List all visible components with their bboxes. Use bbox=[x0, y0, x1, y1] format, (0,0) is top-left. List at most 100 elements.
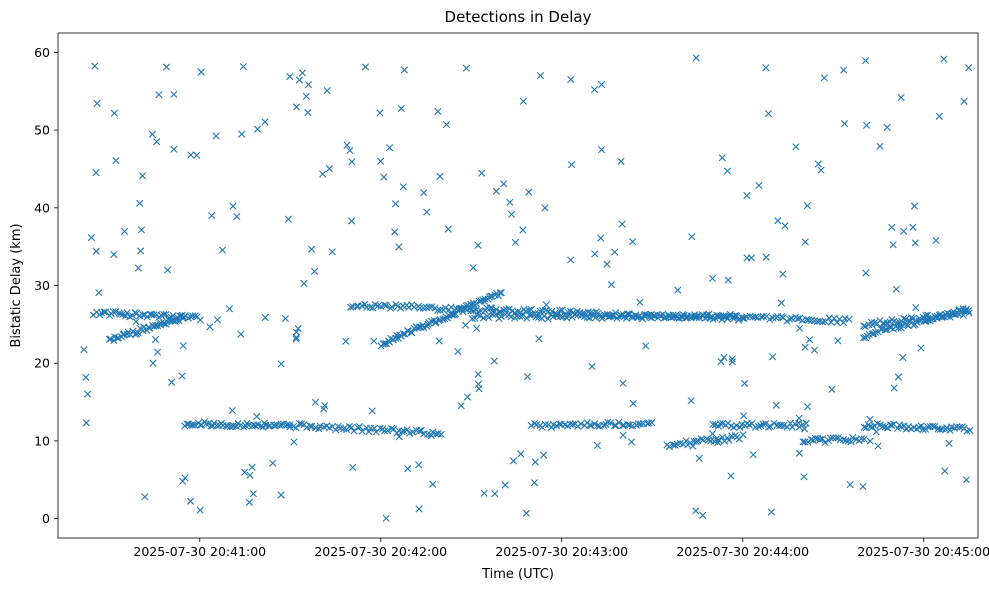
data-point bbox=[148, 130, 157, 138]
data-point bbox=[196, 421, 204, 429]
data-point bbox=[558, 306, 566, 314]
data-point bbox=[308, 245, 316, 253]
data-point bbox=[923, 311, 932, 319]
data-point bbox=[648, 419, 656, 427]
data-point bbox=[956, 423, 964, 431]
data-point bbox=[774, 217, 782, 225]
data-point bbox=[516, 312, 524, 320]
data-point bbox=[556, 306, 564, 315]
data-point bbox=[932, 236, 940, 245]
data-point bbox=[347, 303, 355, 311]
data-point bbox=[597, 80, 606, 89]
data-point bbox=[656, 311, 665, 320]
data-point bbox=[625, 311, 633, 319]
data-point bbox=[300, 279, 308, 288]
data-point bbox=[434, 107, 442, 115]
data-point bbox=[845, 315, 853, 323]
data-point bbox=[306, 422, 314, 430]
data-point bbox=[938, 313, 946, 322]
data-point bbox=[423, 208, 431, 216]
data-point bbox=[436, 172, 444, 180]
data-point bbox=[897, 93, 905, 102]
data-point bbox=[420, 189, 428, 197]
data-point bbox=[409, 428, 417, 436]
data-point bbox=[112, 157, 120, 165]
data-point bbox=[487, 292, 495, 300]
data-point bbox=[935, 112, 943, 120]
data-point bbox=[225, 305, 234, 313]
data-point bbox=[762, 64, 770, 72]
data-point bbox=[197, 68, 205, 76]
data-point bbox=[468, 315, 476, 323]
data-point bbox=[208, 212, 216, 220]
data-point bbox=[391, 200, 400, 208]
data-point bbox=[109, 307, 117, 316]
data-point bbox=[346, 146, 354, 155]
data-point bbox=[804, 403, 812, 411]
data-point bbox=[608, 312, 616, 320]
data-point bbox=[941, 467, 949, 475]
data-point bbox=[536, 307, 544, 315]
data-point bbox=[926, 315, 934, 323]
data-point bbox=[459, 307, 467, 316]
data-point bbox=[436, 306, 444, 314]
data-point bbox=[415, 505, 423, 513]
data-point bbox=[894, 373, 902, 381]
data-point bbox=[343, 141, 351, 149]
data-point bbox=[332, 426, 340, 434]
data-point bbox=[611, 248, 619, 256]
data-point bbox=[123, 309, 131, 317]
data-point bbox=[912, 303, 920, 312]
chart-title: Detections in Delay bbox=[445, 8, 592, 26]
data-point bbox=[139, 172, 147, 180]
data-point bbox=[708, 430, 717, 438]
data-point bbox=[960, 97, 968, 105]
y-axis: 0 10 20 30 40 50 60 bbox=[34, 45, 58, 526]
data-point bbox=[849, 433, 857, 442]
data-point bbox=[800, 473, 808, 481]
data-point bbox=[385, 144, 394, 152]
data-point bbox=[714, 313, 722, 321]
data-point bbox=[962, 307, 970, 315]
data-point bbox=[607, 312, 615, 320]
data-point bbox=[747, 254, 756, 262]
data-point bbox=[536, 72, 545, 80]
data-point bbox=[245, 498, 254, 506]
data-point bbox=[302, 92, 310, 100]
data-point bbox=[370, 424, 378, 432]
data-point bbox=[379, 340, 387, 348]
data-point bbox=[642, 342, 650, 350]
data-point bbox=[348, 423, 356, 432]
data-point bbox=[189, 421, 197, 429]
data-point bbox=[228, 406, 236, 415]
data-point bbox=[890, 384, 898, 392]
data-point bbox=[888, 223, 896, 231]
data-point bbox=[470, 299, 478, 307]
data-point bbox=[860, 435, 868, 443]
data-point bbox=[718, 154, 726, 162]
data-point bbox=[531, 458, 539, 466]
data-point bbox=[832, 434, 840, 442]
data-point bbox=[861, 322, 869, 330]
data-point bbox=[82, 419, 90, 427]
data-point bbox=[638, 315, 646, 323]
x-axis: 2025-07-30 20:41:00 2025-07-30 20:42:00 20… bbox=[133, 538, 989, 559]
data-point bbox=[647, 314, 656, 322]
data-point bbox=[591, 250, 599, 258]
data-point bbox=[619, 431, 627, 439]
data-point bbox=[881, 321, 889, 329]
data-point bbox=[491, 490, 499, 498]
data-point bbox=[370, 337, 378, 345]
data-point bbox=[269, 459, 277, 467]
data-point bbox=[391, 228, 399, 236]
data-point bbox=[348, 158, 356, 166]
data-point bbox=[366, 303, 374, 311]
data-point bbox=[624, 420, 632, 429]
data-point bbox=[495, 308, 503, 316]
data-point bbox=[382, 301, 390, 310]
data-point bbox=[437, 430, 445, 438]
data-point bbox=[246, 471, 254, 479]
data-point bbox=[213, 316, 222, 324]
data-point bbox=[759, 312, 768, 321]
data-point bbox=[919, 425, 927, 434]
